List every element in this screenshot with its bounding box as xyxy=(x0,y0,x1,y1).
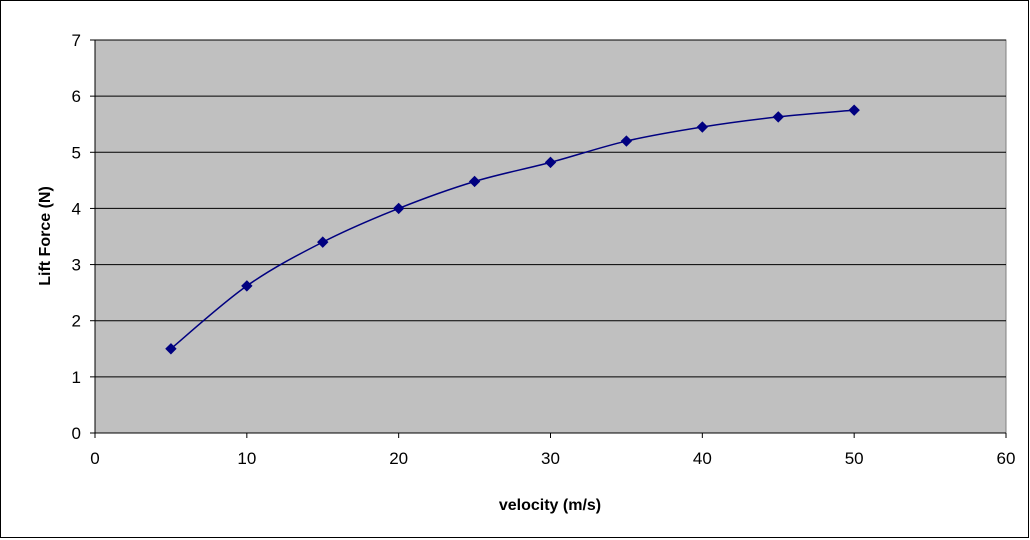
x-tick-label: 30 xyxy=(541,449,560,468)
data-point-marker xyxy=(620,135,633,147)
y-tick-label: 5 xyxy=(72,143,81,162)
y-axis-title: Lift Force (N) xyxy=(37,186,54,286)
data-point-marker xyxy=(544,156,557,169)
x-tick-label: 40 xyxy=(693,449,712,468)
data-point-marker xyxy=(696,121,709,133)
y-tick-label: 1 xyxy=(72,368,81,387)
series-group xyxy=(165,104,860,355)
data-point-marker xyxy=(468,175,481,188)
data-point-marker xyxy=(317,236,329,248)
tick-labels: 0 1 2 3 4 5 6 7 0 10 20 30 40 50 60 xyxy=(72,31,1016,468)
x-tick-label: 50 xyxy=(845,449,864,468)
axes xyxy=(90,39,1007,438)
data-point-marker xyxy=(165,343,177,355)
y-tick-label: 0 xyxy=(72,424,81,443)
y-tick-label: 2 xyxy=(72,312,81,331)
gridlines xyxy=(95,39,1006,378)
series-line xyxy=(170,109,855,350)
x-tick-label: 60 xyxy=(997,449,1016,468)
x-tick-label: 20 xyxy=(389,449,408,468)
y-tick-label: 7 xyxy=(72,31,81,50)
data-point-marker xyxy=(392,202,405,215)
x-axis-title: velocity (m/s) xyxy=(499,497,601,514)
x-tick-label: 10 xyxy=(237,449,256,468)
y-tick-label: 3 xyxy=(72,256,81,275)
data-point-marker xyxy=(241,280,253,292)
data-point-marker xyxy=(848,104,860,116)
y-tick-label: 6 xyxy=(72,87,81,106)
data-point-marker xyxy=(772,111,784,123)
y-tick-label: 4 xyxy=(72,199,81,218)
x-tick-label: 0 xyxy=(90,449,99,468)
plot-area xyxy=(94,39,1007,434)
